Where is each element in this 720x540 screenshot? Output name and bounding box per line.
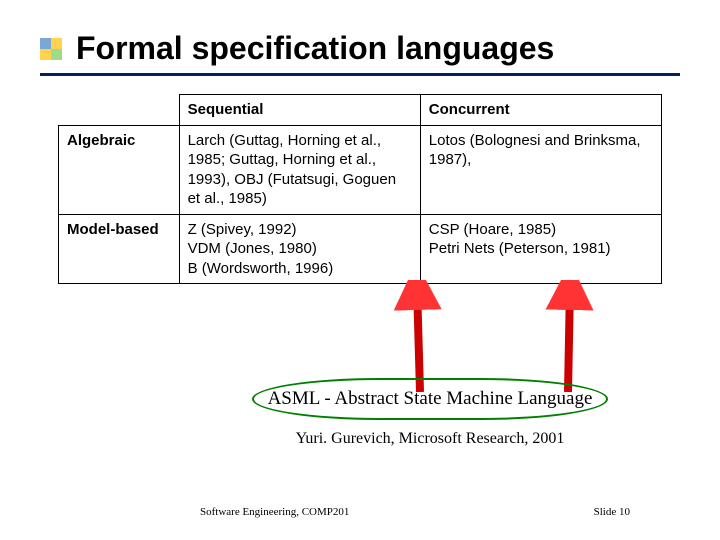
row-header-model-based: Model-based <box>59 214 180 284</box>
col-header-sequential: Sequential <box>179 95 420 126</box>
title-row: Formal specification languages <box>40 30 680 67</box>
col-header-concurrent: Concurrent <box>420 95 661 126</box>
arrow-right <box>568 286 570 392</box>
title-bullet-icon <box>40 38 62 60</box>
bullet-br <box>51 49 62 60</box>
bullet-tr <box>51 38 62 49</box>
asml-subtext: Yuri. Gurevich, Microsoft Research, 2001 <box>200 430 660 448</box>
cell-model-sequential: Z (Spivey, 1992) VDM (Jones, 1980) B (Wo… <box>179 214 420 284</box>
bullet-tl <box>40 38 51 49</box>
slide-footer: Software Engineering, COMP201 Slide 10 <box>0 506 720 518</box>
table-corner <box>59 95 180 126</box>
asml-callout: ASML - Abstract State Machine Language Y… <box>200 378 660 448</box>
slide-title: Formal specification languages <box>76 30 554 67</box>
row-header-algebraic: Algebraic <box>59 125 180 214</box>
footer-left: Software Engineering, COMP201 <box>200 506 349 518</box>
spec-languages-table: Sequential Concurrent Algebraic Larch (G… <box>58 94 662 284</box>
bullet-bl <box>40 49 51 60</box>
asml-oval: ASML - Abstract State Machine Language <box>252 378 609 420</box>
arrow-left <box>417 286 420 392</box>
footer-right: Slide 10 <box>594 506 630 518</box>
cell-algebraic-concurrent: Lotos (Bolognesi and Brinksma, 1987), <box>420 125 661 214</box>
cell-model-concurrent: CSP (Hoare, 1985) Petri Nets (Peterson, … <box>420 214 661 284</box>
cell-algebraic-sequential: Larch (Guttag, Horning et al., 1985; Gut… <box>179 125 420 214</box>
title-underline <box>40 73 680 76</box>
